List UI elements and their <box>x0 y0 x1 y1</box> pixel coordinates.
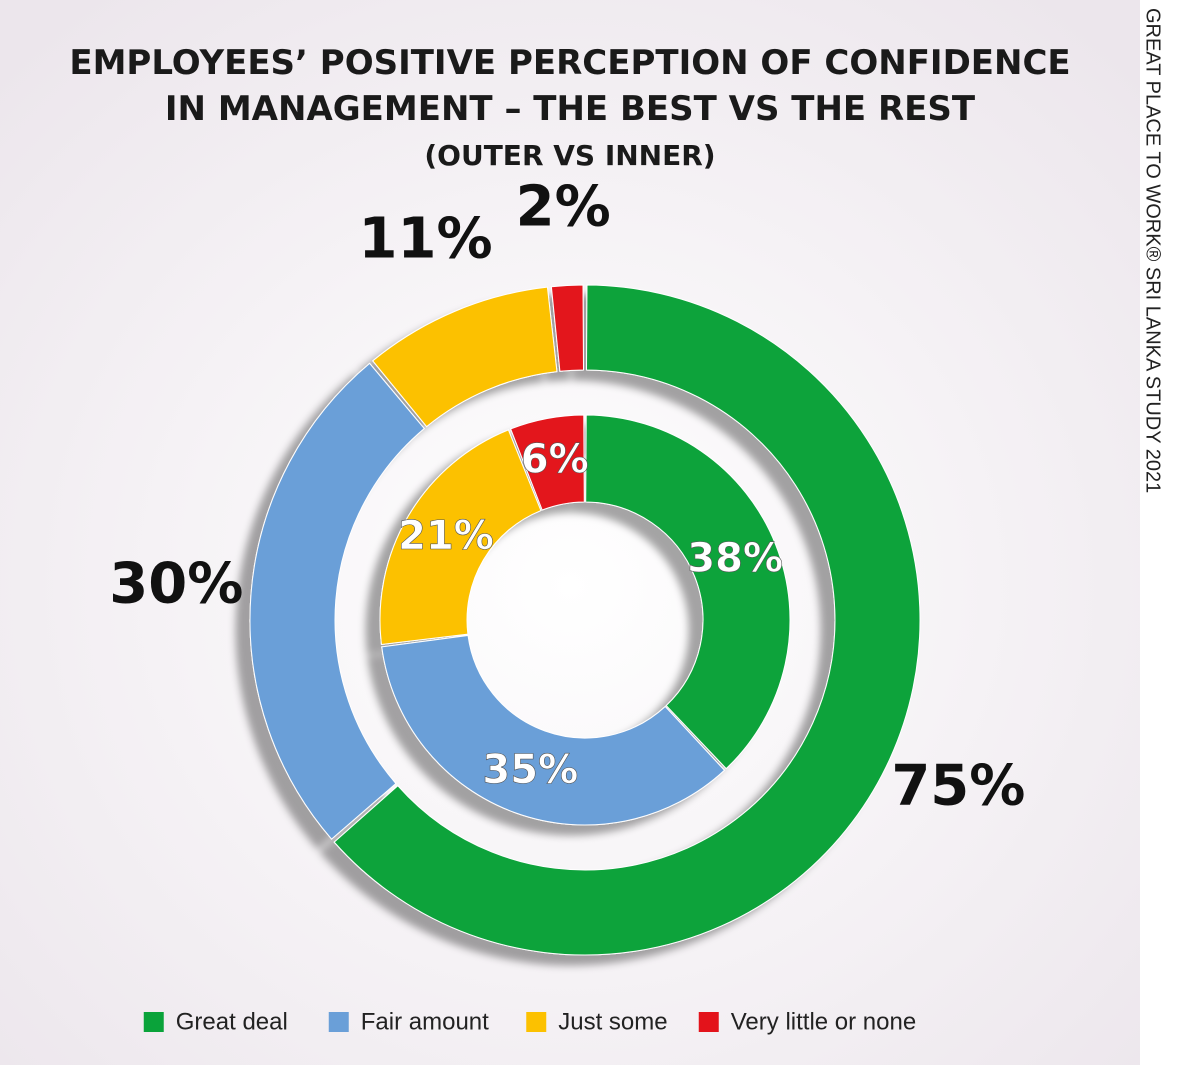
inner-label: 21% <box>398 513 494 559</box>
donut-segment <box>372 286 558 428</box>
legend-swatch <box>526 1012 547 1032</box>
donut-segment <box>249 362 425 840</box>
outer-label: 75% <box>891 754 1025 819</box>
donut-segment <box>379 429 542 646</box>
rings <box>249 284 921 956</box>
legend-swatch <box>328 1012 349 1032</box>
legend-label: Great deal <box>176 1008 288 1035</box>
donut-segment <box>510 414 585 511</box>
legend-label: Just some <box>558 1008 667 1035</box>
donut-segment <box>381 634 726 826</box>
outer-label: 30% <box>109 551 243 616</box>
legend-swatch <box>698 1012 719 1032</box>
inner-label: 38% <box>687 536 783 582</box>
legend-label: Very little or none <box>731 1008 916 1035</box>
outer-label: 2% <box>516 175 611 240</box>
chart-subtitle: (OUTER VS INNER) <box>424 139 715 172</box>
donut-segment <box>585 414 791 770</box>
inner-label: 35% <box>482 747 578 793</box>
source: GREAT PLACE TO WORK® SRI LANKA STUDY 202… <box>1142 8 1164 493</box>
chart-title: EMPLOYEES’ POSITIVE PERCEPTION OF CONFID… <box>69 43 1071 129</box>
title-box: EMPLOYEES’ POSITIVE PERCEPTION OF CONFID… <box>69 43 1071 129</box>
legend-label: Fair amount <box>361 1008 489 1035</box>
side-strip <box>1140 0 1178 1065</box>
donut-segment <box>550 284 585 372</box>
legend-swatch <box>143 1012 164 1032</box>
inner-label: 6% <box>521 436 589 482</box>
outer-label: 11% <box>359 206 493 271</box>
donut-segment <box>333 284 921 956</box>
